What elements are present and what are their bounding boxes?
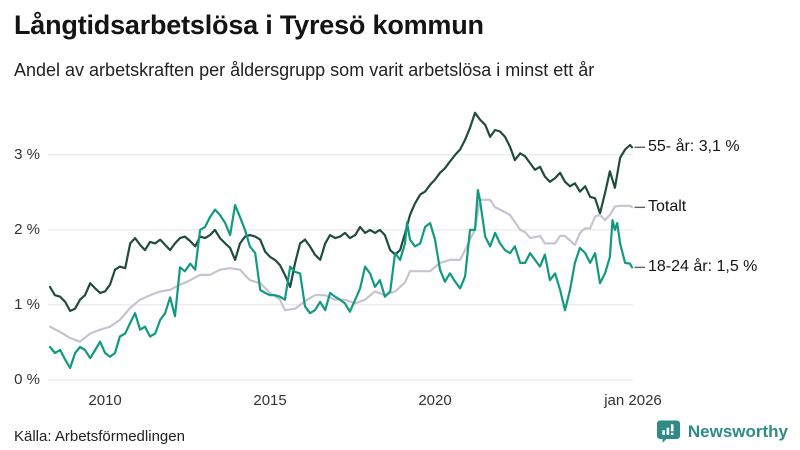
series-line-Totalt <box>48 198 634 343</box>
series-end-label-55-ar: 55- år: 3,1 % <box>648 138 740 156</box>
y-tick-label-2: 2 % <box>14 221 40 239</box>
newsworthy-wordmark: Newsworthy <box>687 421 788 441</box>
x-tick-label-3: jan 2026 <box>604 392 662 409</box>
x-tick-label-2: 2020 <box>418 392 452 409</box>
series-end-label-totalt: Totalt <box>648 198 687 216</box>
x-tick-label-1: 2015 <box>253 392 287 409</box>
y-tick-label-3: 3 % <box>14 145 40 163</box>
y-tick-label-1: 1 % <box>14 296 40 314</box>
y-tick-label-0: 0 % <box>14 371 40 389</box>
x-tick-label-0: 2010 <box>88 392 122 409</box>
newsworthy-logo-icon <box>656 420 680 443</box>
chart-subtitle: Andel av arbetskraften per åldersgrupp s… <box>14 60 595 80</box>
series-line-55-r <box>48 111 634 312</box>
series-line-18-24r <box>48 189 634 370</box>
page-title: Långtidsarbetslösa i Tyresö kommun <box>14 10 484 40</box>
series-end-label-18-24-ar: 18-24 år: 1,5 % <box>648 258 758 276</box>
newsworthy-brand: Newsworthy <box>656 420 788 443</box>
source-note: Källa: Arbetsförmedlingen <box>14 428 185 445</box>
